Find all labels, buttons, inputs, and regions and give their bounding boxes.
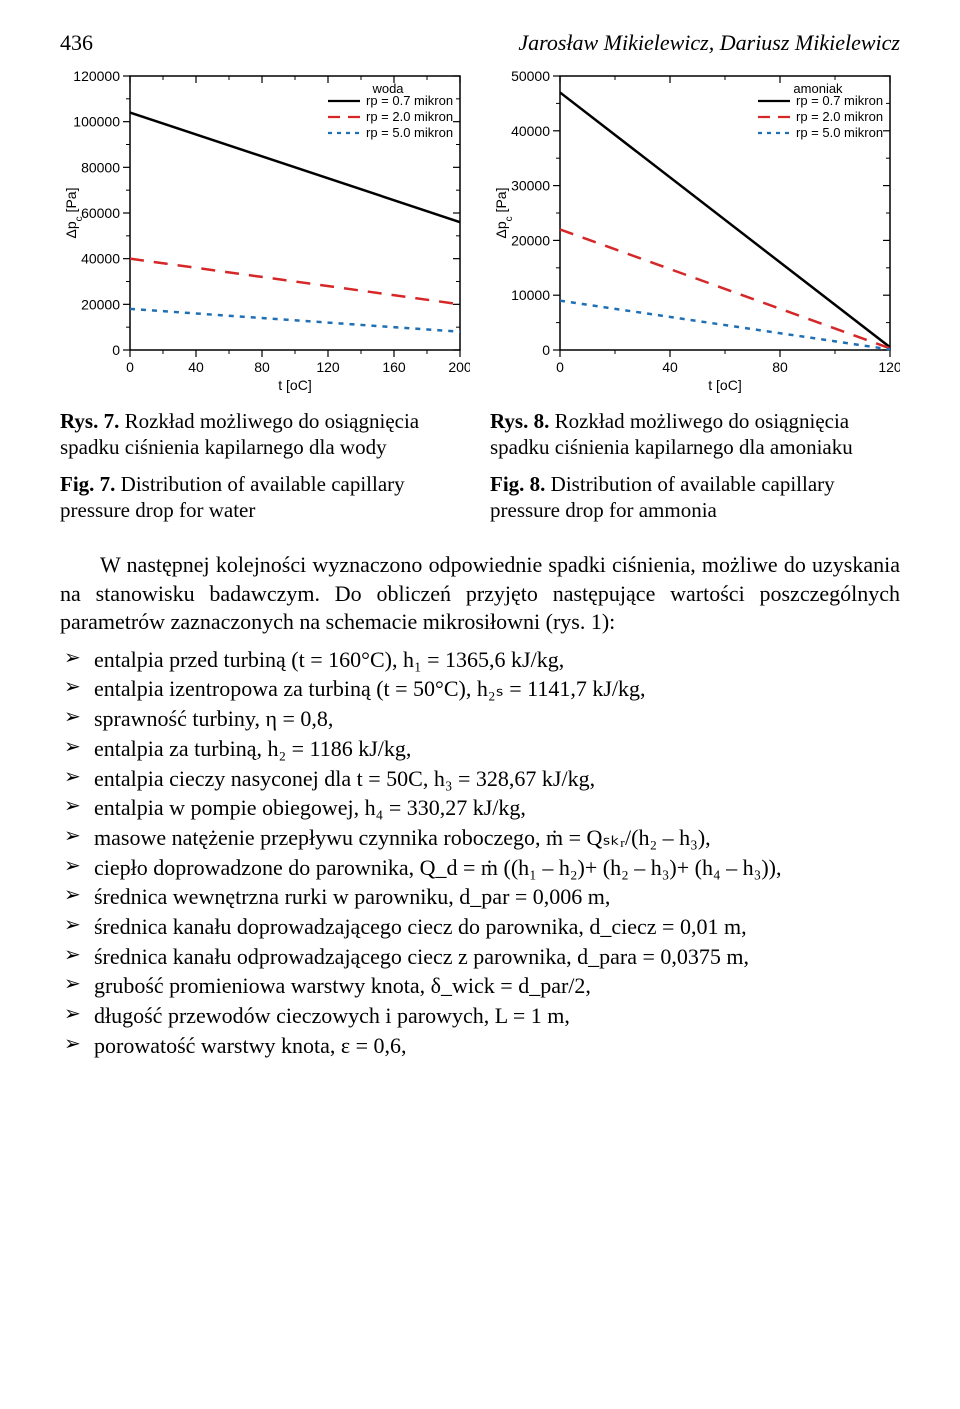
caption-left: Rys. 7. Rozkład możliwego do osiągnięcia… <box>60 408 470 533</box>
svg-text:rp = 5.0 mikron: rp = 5.0 mikron <box>796 125 883 140</box>
svg-text:20000: 20000 <box>81 296 120 312</box>
svg-text:30000: 30000 <box>511 178 550 194</box>
svg-text:t [oC]: t [oC] <box>708 377 741 393</box>
bullet-item: długość przewodów cieczowych i parowych,… <box>60 1001 900 1031</box>
svg-text:10000: 10000 <box>511 287 550 303</box>
svg-text:200: 200 <box>448 359 470 375</box>
body-paragraph: W następnej kolejności wyznaczono odpowi… <box>60 551 900 637</box>
svg-text:0: 0 <box>112 342 120 358</box>
bullet-item: średnica kanału odprowadzającego ciecz z… <box>60 942 900 972</box>
bullet-item: entalpia przed turbiną (t = 160°C), h₁ =… <box>60 645 900 675</box>
caption-right-fig-label: Fig. 8. <box>490 472 545 496</box>
bullet-item: entalpia cieczy nasyconej dla t = 50C, h… <box>60 764 900 794</box>
svg-text:0: 0 <box>556 359 564 375</box>
bullet-item: ciepło doprowadzone do parownika, Q_d = … <box>60 853 900 883</box>
svg-text:20000: 20000 <box>511 232 550 248</box>
svg-text:40: 40 <box>662 359 678 375</box>
svg-text:rp = 2.0 mikron: rp = 2.0 mikron <box>796 109 883 124</box>
svg-text:rp = 0.7 mikron: rp = 0.7 mikron <box>366 93 453 108</box>
svg-text:Δpc [Pa]: Δpc [Pa] <box>493 188 515 239</box>
svg-text:50000: 50000 <box>511 68 550 84</box>
svg-text:40: 40 <box>188 359 204 375</box>
bullet-item: entalpia w pompie obiegowej, h₄ = 330,27… <box>60 793 900 823</box>
svg-text:100000: 100000 <box>73 114 120 130</box>
svg-text:80: 80 <box>254 359 270 375</box>
captions-row: Rys. 7. Rozkład możliwego do osiągnięcia… <box>60 408 900 533</box>
svg-text:60000: 60000 <box>81 205 120 221</box>
svg-text:80000: 80000 <box>81 159 120 175</box>
svg-text:40000: 40000 <box>511 123 550 139</box>
caption-left-rys-label: Rys. 7. <box>60 409 119 433</box>
bullet-item: średnica wewnętrzna rurki w parowniku, d… <box>60 882 900 912</box>
caption-right-rys-label: Rys. 8. <box>490 409 549 433</box>
svg-text:120: 120 <box>316 359 340 375</box>
bullet-item: entalpia izentropowa za turbiną (t = 50°… <box>60 674 900 704</box>
svg-text:0: 0 <box>542 342 550 358</box>
header-authors: Jarosław Mikielewicz, Dariusz Mikielewic… <box>518 30 900 56</box>
svg-text:rp = 0.7 mikron: rp = 0.7 mikron <box>796 93 883 108</box>
bullet-item: porowatość warstwy knota, ε = 0,6, <box>60 1031 900 1061</box>
svg-text:160: 160 <box>382 359 406 375</box>
bullet-item: masowe natężenie przepływu czynnika robo… <box>60 823 900 853</box>
bullet-item: entalpia za turbiną, h₂ = 1186 kJ/kg, <box>60 734 900 764</box>
bullet-item: sprawność turbiny, η = 0,8, <box>60 704 900 734</box>
svg-text:40000: 40000 <box>81 251 120 267</box>
svg-text:120: 120 <box>878 359 900 375</box>
svg-text:80: 80 <box>772 359 788 375</box>
bullet-list: entalpia przed turbiną (t = 160°C), h₁ =… <box>60 645 900 1061</box>
svg-text:0: 0 <box>126 359 134 375</box>
page-header: 436 Jarosław Mikielewicz, Dariusz Mikiel… <box>60 30 900 56</box>
bullet-item: średnica kanału doprowadzającego ciecz d… <box>60 912 900 942</box>
caption-left-fig-label: Fig. 7. <box>60 472 115 496</box>
svg-text:t [oC]: t [oC] <box>278 377 311 393</box>
charts-row: 0 40 80 120 160 200 0 20000 40000 60000 80000 10000… <box>60 66 900 396</box>
caption-right: Rys. 8. Rozkład możliwego do osiągnięcia… <box>490 408 900 533</box>
page-number: 436 <box>60 30 93 56</box>
svg-text:rp = 5.0 mikron: rp = 5.0 mikron <box>366 125 453 140</box>
svg-text:120000: 120000 <box>73 68 120 84</box>
bullet-item: grubość promieniowa warstwy knota, δ_wic… <box>60 971 900 1001</box>
svg-text:rp = 2.0 mikron: rp = 2.0 mikron <box>366 109 453 124</box>
chart-left: 0 40 80 120 160 200 0 20000 40000 60000 80000 10000… <box>60 66 470 396</box>
chart-right: 0 40 80 120 0 10000 20000 30000 40000 50000 t [oC]… <box>490 66 900 396</box>
